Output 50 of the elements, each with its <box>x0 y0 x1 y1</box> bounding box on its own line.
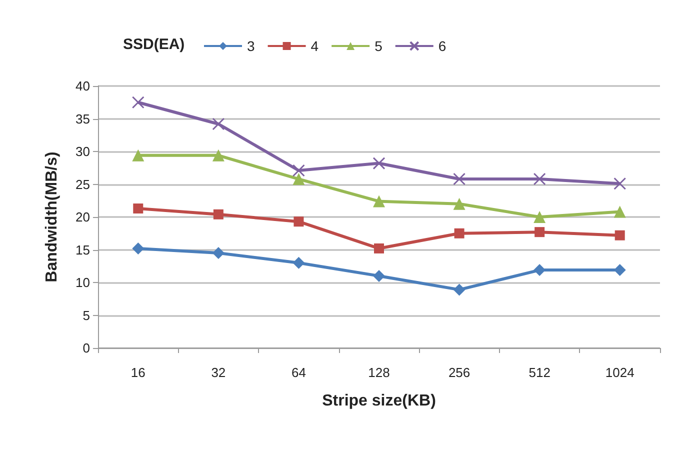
point <box>614 177 626 190</box>
x-tick-label: 32 <box>211 365 226 380</box>
y-tick-label: 10 <box>76 275 90 290</box>
legend-label: 6 <box>438 38 446 54</box>
point <box>133 203 144 214</box>
y-tick-label: 35 <box>76 111 90 126</box>
point <box>534 227 545 238</box>
point <box>453 284 466 296</box>
x-axis-title: Stripe size(KB) <box>322 392 436 410</box>
y-tick-label: 25 <box>76 176 90 192</box>
point <box>373 195 385 208</box>
point <box>292 173 305 186</box>
legend-label: 3 <box>247 38 255 54</box>
legend-label: 4 <box>310 38 319 54</box>
point <box>373 270 385 282</box>
point <box>292 256 305 269</box>
y-tick-label: 15 <box>76 242 90 258</box>
point <box>132 96 144 109</box>
y-tick-label: 0 <box>82 340 90 356</box>
legend-title: SSD(EA) <box>123 36 185 53</box>
x-tick-label: 128 <box>368 365 390 380</box>
x-tick-label: 16 <box>130 365 146 380</box>
point <box>534 211 546 223</box>
point <box>212 118 225 130</box>
point <box>292 164 305 177</box>
point <box>213 209 224 220</box>
x-tick-label: 64 <box>291 365 306 380</box>
point <box>372 157 386 170</box>
point <box>212 247 224 260</box>
point <box>614 206 626 218</box>
y-tick-label: 40 <box>76 78 90 94</box>
x-tick-label: 1024 <box>605 365 634 380</box>
point <box>454 228 464 238</box>
point <box>453 172 466 186</box>
y-tick-label: 30 <box>76 144 90 159</box>
point <box>212 149 224 162</box>
point <box>374 243 384 254</box>
point <box>614 264 626 276</box>
x-tick-label: 256 <box>448 365 470 380</box>
point <box>533 172 546 186</box>
point <box>132 149 144 162</box>
y-axis-title: Bandwidth(MB/s) <box>44 152 60 282</box>
point <box>294 216 304 227</box>
point <box>453 198 466 210</box>
legend-label: 5 <box>374 38 383 54</box>
point <box>132 242 144 254</box>
x-tick-label: 512 <box>528 365 550 380</box>
y-tick-label: 5 <box>82 308 90 323</box>
point <box>614 230 625 240</box>
y-tick-label: 20 <box>76 210 90 224</box>
